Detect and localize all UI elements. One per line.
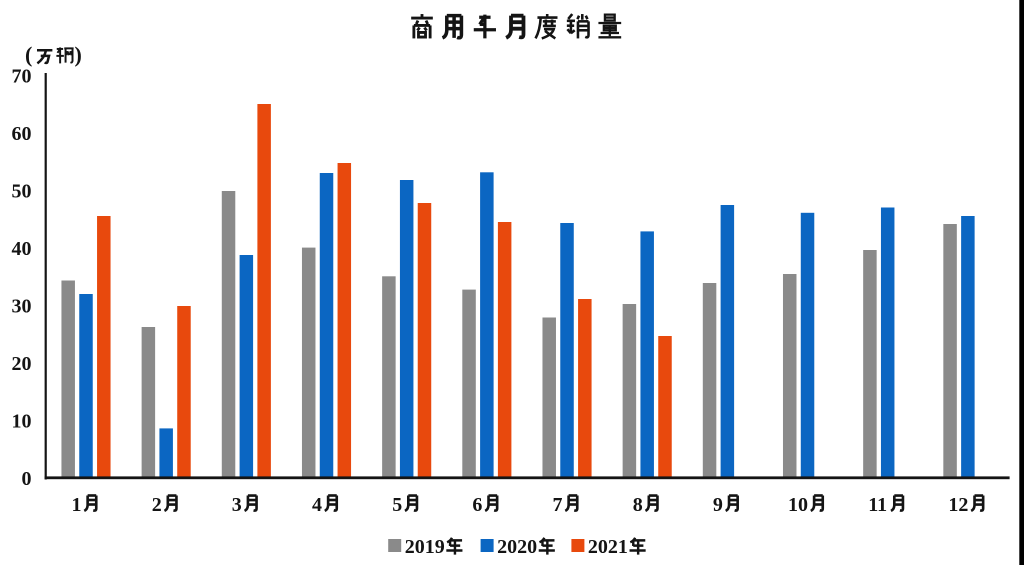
svg-text:5: 5 [392, 494, 402, 516]
svg-text:10: 10 [788, 494, 808, 516]
svg-text:40: 40 [12, 238, 32, 260]
svg-text:70: 70 [12, 66, 32, 88]
svg-text:6: 6 [472, 494, 482, 516]
svg-text:10: 10 [12, 411, 32, 433]
svg-text:11: 11 [868, 494, 887, 516]
svg-text:30: 30 [12, 296, 32, 318]
svg-text:3: 3 [232, 494, 242, 516]
svg-text:2019: 2019 [405, 536, 445, 558]
svg-text:60: 60 [12, 123, 32, 145]
svg-text:0: 0 [22, 468, 32, 490]
svg-text:20: 20 [12, 353, 32, 375]
svg-text:7: 7 [553, 494, 563, 516]
svg-text:50: 50 [12, 181, 32, 203]
svg-text:2: 2 [152, 494, 162, 516]
svg-text:): ) [75, 42, 82, 67]
svg-text:9: 9 [713, 494, 723, 516]
svg-text:2020: 2020 [497, 536, 537, 558]
svg-text:(: ( [25, 42, 32, 67]
svg-text:1: 1 [72, 494, 82, 516]
svg-text:12: 12 [948, 494, 968, 516]
svg-text:2021: 2021 [588, 536, 628, 558]
svg-text:4: 4 [312, 494, 322, 516]
svg-text:8: 8 [633, 494, 643, 516]
